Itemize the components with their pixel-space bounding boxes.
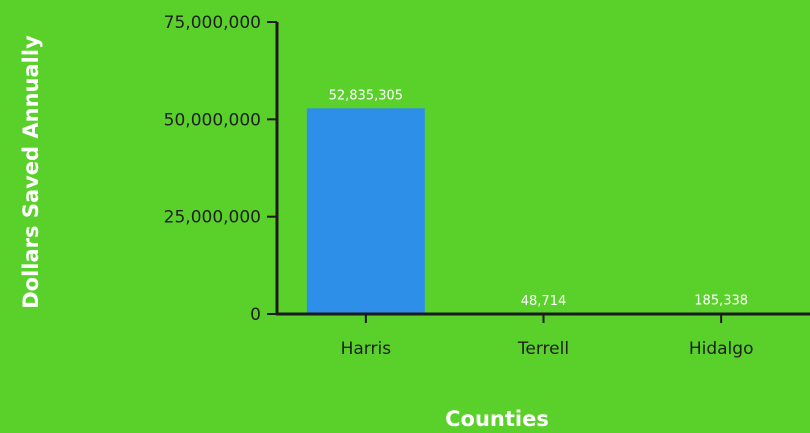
y-tick-label-3: 75,000,000 [164,13,261,33]
y-tick-label-1: 25,000,000 [164,208,261,228]
data-label-hidalgo: 185,338 [694,293,748,308]
x-axis-title: Counties [445,407,549,431]
x-tick-label-hidalgo: Hidalgo [689,339,754,359]
y-tick-label-2: 50,000,000 [164,110,261,130]
data-label-terrell: 48,714 [521,294,567,309]
x-tick-label-terrell: Terrell [517,339,569,359]
plot-area: 52,835,305 Harris 48,714 Terrell 185,338 Hida… [164,13,810,359]
y-axis-title: Dollars Saved Annually [19,35,43,309]
y-tick-label-0: 0 [250,305,261,325]
data-label-harris: 52,835,305 [329,88,403,103]
x-tick-label-harris: Harris [341,339,392,359]
bar-harris [306,108,425,314]
